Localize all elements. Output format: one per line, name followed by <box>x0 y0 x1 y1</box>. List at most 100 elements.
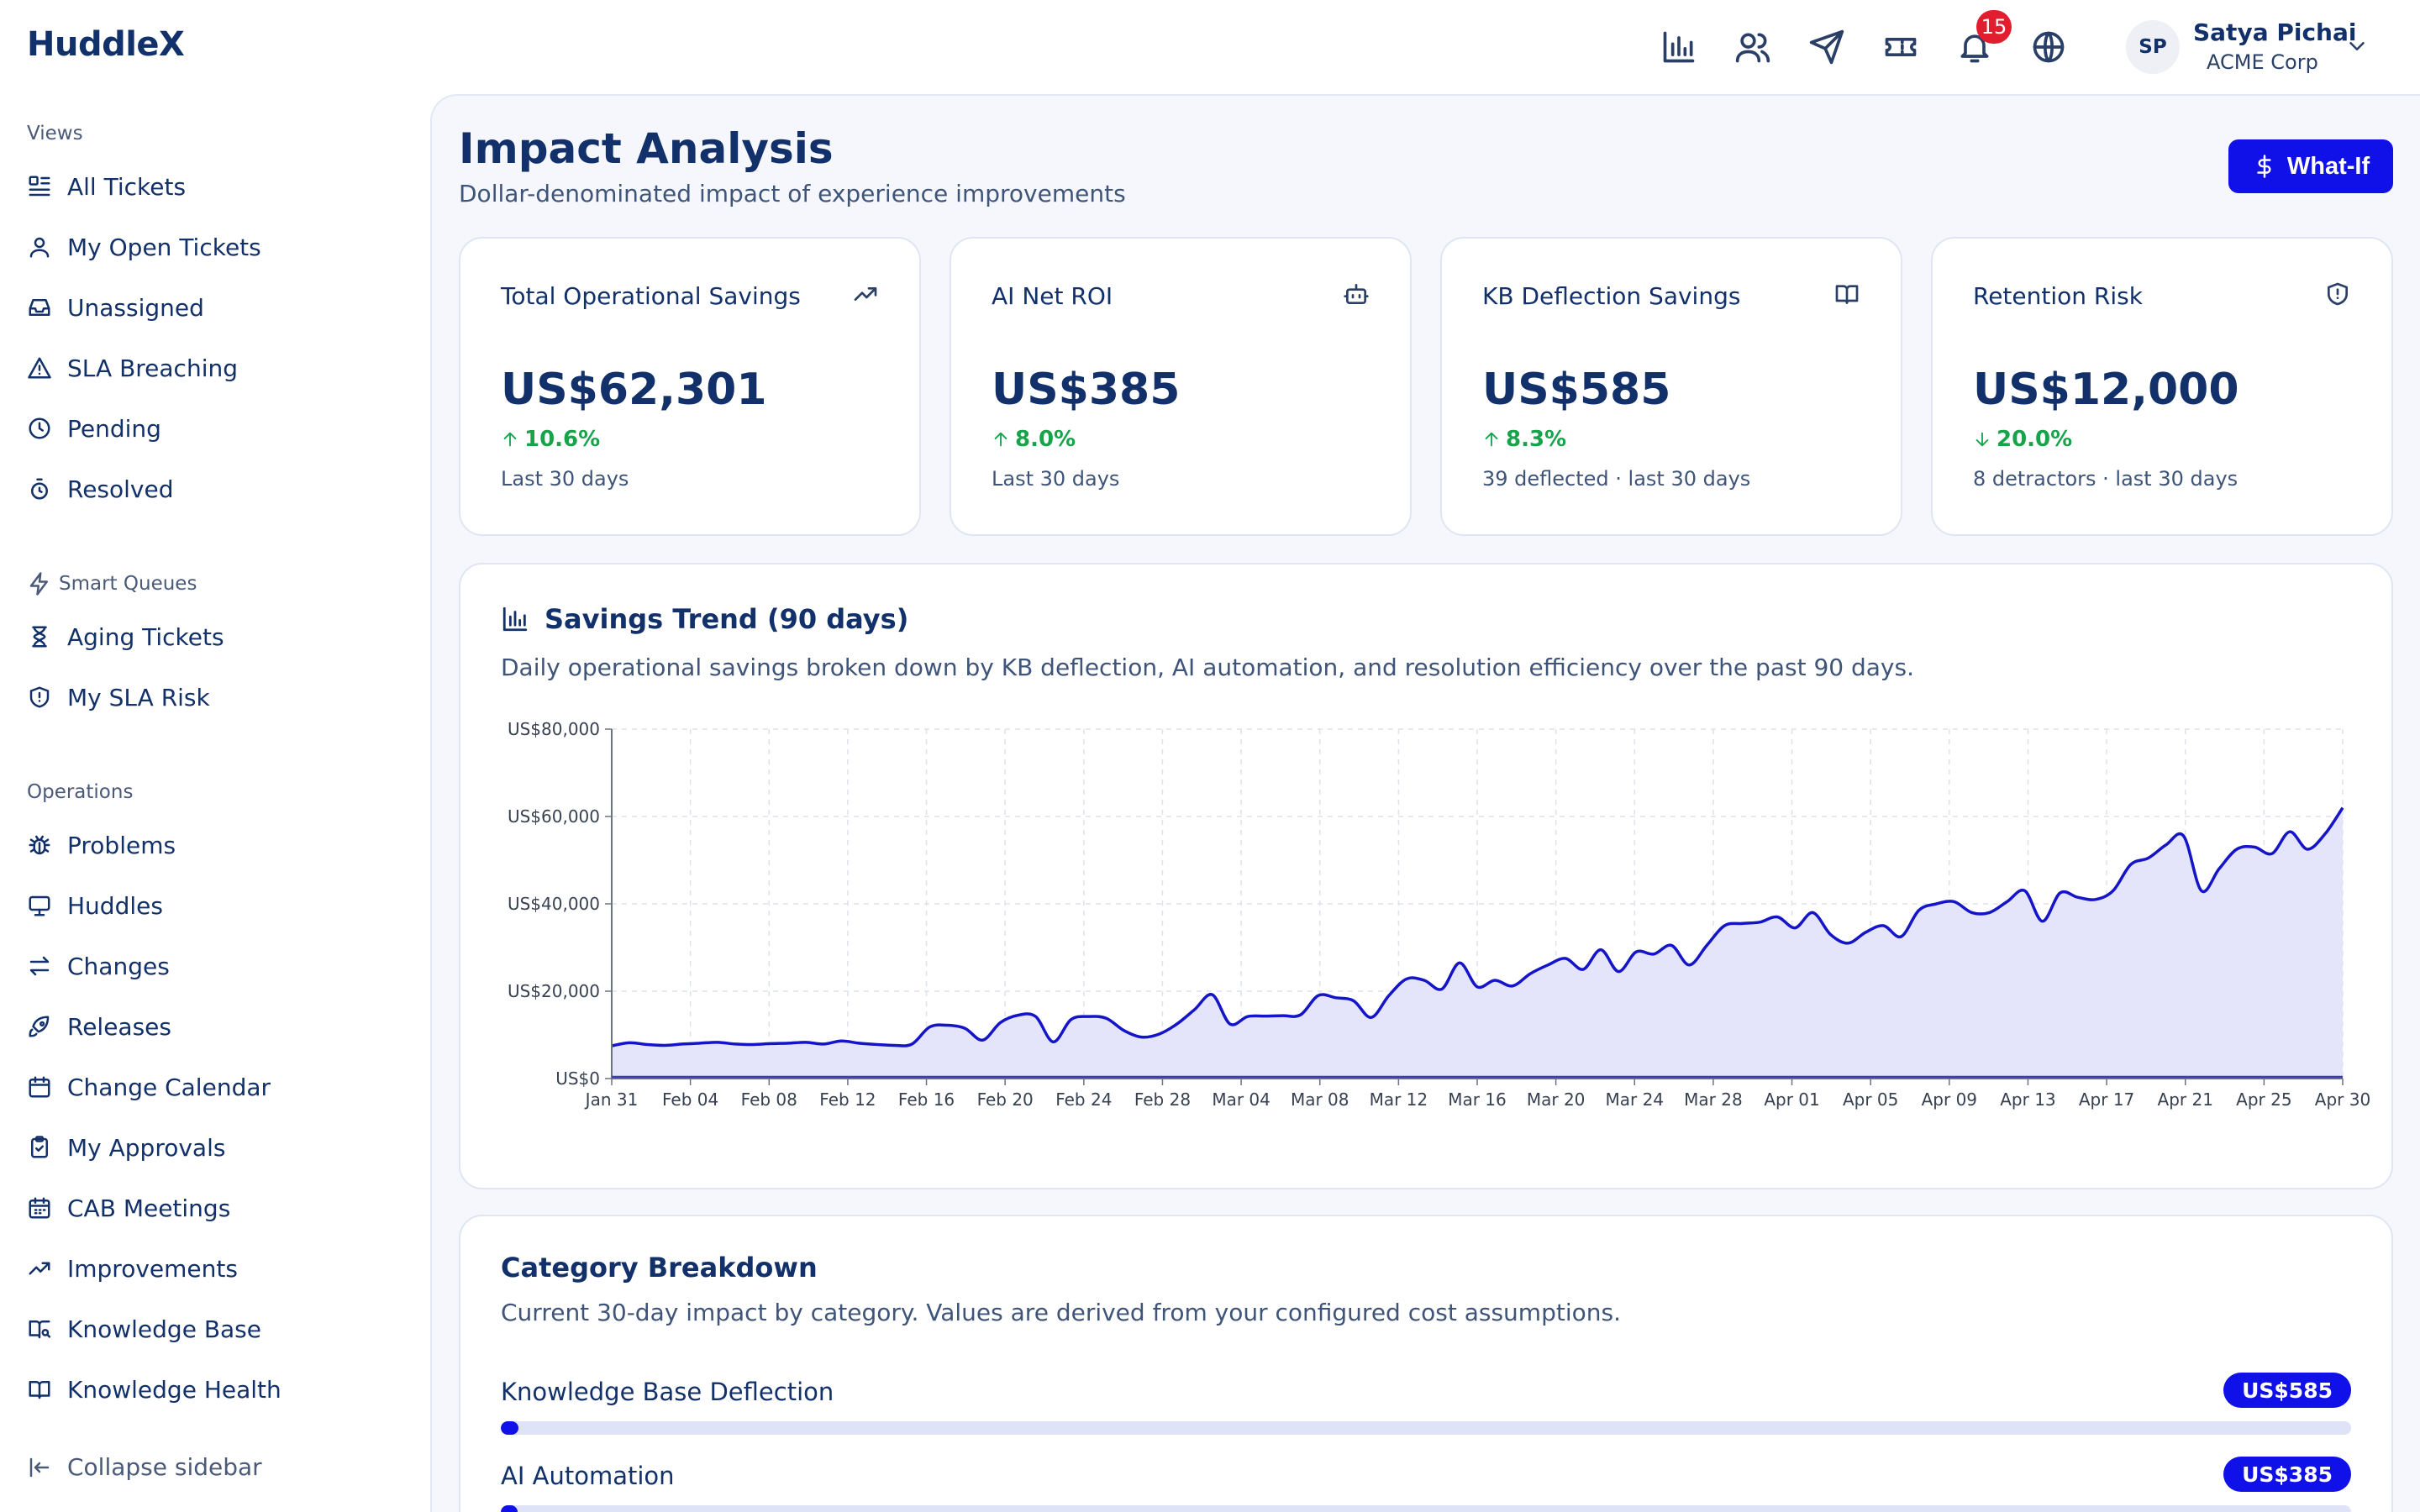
kpi-delta-value: 20.0% <box>1996 427 2073 452</box>
category-label: AI Automation <box>501 1462 675 1490</box>
dollar-icon <box>2257 155 2271 178</box>
x-tick-label: Apr 01 <box>1764 1089 1819 1110</box>
x-tick-label: Mar 20 <box>1527 1089 1586 1110</box>
user-org: ACME Corp <box>2207 50 2318 74</box>
sidebar-section-title: Operations <box>27 781 134 803</box>
sidebar-item-my-sla-risk[interactable]: My SLA Risk <box>27 667 224 727</box>
sidebar-section-smart-queues: Smart Queues Aging Tickets My SLA Risk <box>27 571 224 727</box>
chevron-down-icon[interactable] <box>2344 34 2370 59</box>
sidebar-item-my-approvals[interactable]: My Approvals <box>27 1117 281 1178</box>
user-name[interactable]: Satya Pichai <box>2193 18 2357 46</box>
arrow-up-icon <box>1485 432 1498 447</box>
collapse-arrow-icon <box>29 1457 50 1477</box>
sidebar-item-my-open-tickets[interactable]: My Open Tickets <box>27 217 261 277</box>
send-icon[interactable] <box>1808 29 1845 66</box>
bar-chart-icon <box>502 606 528 632</box>
sidebar-item-aging-tickets[interactable]: Aging Tickets <box>27 606 224 667</box>
ticket-icon[interactable] <box>1882 29 1919 66</box>
sidebar-item-all-tickets[interactable]: All Tickets <box>27 156 261 217</box>
sidebar-item-knowledge-base[interactable]: Knowledge Base <box>27 1299 281 1359</box>
kpi-card-total-savings: Total Operational Savings US$62,301 10.6… <box>459 237 921 536</box>
x-tick-label: Feb 08 <box>741 1089 797 1110</box>
what-if-button[interactable]: What-If <box>2228 139 2393 193</box>
sidebar-item-label: My SLA Risk <box>67 683 210 711</box>
sidebar-item-label: SLA Breaching <box>67 354 238 382</box>
x-tick-label: Apr 17 <box>2079 1089 2134 1110</box>
book-open-icon <box>1835 285 1859 304</box>
globe-icon[interactable] <box>2030 29 2067 66</box>
avatar[interactable]: SP <box>2126 20 2180 74</box>
kpi-note: 8 detractors · last 30 days <box>1973 467 2238 491</box>
sidebar-item-sla-breaching[interactable]: SLA Breaching <box>27 338 261 398</box>
kpi-delta: 8.3% <box>1482 427 1566 452</box>
chart-axes: US$0 US$20,000 US$40,000 US$60,000 US$80,000… <box>508 719 2370 1110</box>
category-progress-fill <box>501 1421 518 1435</box>
sidebar-item-unassigned[interactable]: Unassigned <box>27 277 261 338</box>
users-icon[interactable] <box>1734 29 1771 66</box>
sidebar-item-label: CAB Meetings <box>67 1194 231 1222</box>
sidebar-item-change-calendar[interactable]: Change Calendar <box>27 1057 281 1117</box>
sidebar-item-pending[interactable]: Pending <box>27 398 261 459</box>
x-tick-label: Mar 24 <box>1605 1089 1664 1110</box>
bell-icon[interactable] <box>1956 29 1993 66</box>
sidebar-item-problems[interactable]: Problems <box>27 815 281 875</box>
inbox-icon <box>29 299 50 316</box>
kpi-note: 39 deflected · last 30 days <box>1482 467 1751 491</box>
kpi-delta-value: 8.3% <box>1506 427 1567 452</box>
x-tick-label: Apr 21 <box>2158 1089 2213 1110</box>
arrow-up-icon <box>994 432 1007 447</box>
category-value-badge: US$385 <box>2223 1457 2351 1492</box>
trend-title: Savings Trend (90 days) <box>544 603 909 635</box>
sidebar-section-title-row: Smart Queues <box>27 571 224 596</box>
kpi-value: US$385 <box>992 365 1181 415</box>
clipboard-check-icon <box>31 1136 48 1158</box>
x-tick-label: Feb 20 <box>977 1089 1034 1110</box>
category-row: AI Automation US$385 <box>501 1457 2351 1512</box>
x-tick-label: Feb 12 <box>819 1089 876 1110</box>
bug-icon <box>29 835 50 855</box>
kpi-title: AI Net ROI <box>992 282 1113 310</box>
x-tick-label: Mar 28 <box>1684 1089 1743 1110</box>
category-value-badge: US$585 <box>2223 1373 2351 1408</box>
collapse-sidebar-button[interactable]: Collapse sidebar <box>27 1453 262 1481</box>
savings-trend-chart: US$0 US$20,000 US$40,000 US$60,000 US$80,000… <box>508 719 2370 1110</box>
kpi-value: US$12,000 <box>1973 365 2239 415</box>
y-tick-label: US$0 <box>555 1068 600 1089</box>
book-search-icon <box>29 1320 51 1339</box>
x-tick-label: Feb 28 <box>1134 1089 1191 1110</box>
sidebar-item-cab-meetings[interactable]: CAB Meetings <box>27 1178 281 1238</box>
category-description: Current 30-day impact by category. Value… <box>501 1299 1621 1326</box>
category-progress-fill <box>501 1505 518 1512</box>
sidebar-item-improvements[interactable]: Improvements <box>27 1238 281 1299</box>
sidebar-item-label: Problems <box>67 831 176 859</box>
sidebar-item-resolved[interactable]: Resolved <box>27 459 261 519</box>
sidebar-item-huddles[interactable]: Huddles <box>27 875 281 936</box>
sidebar-item-releases[interactable]: Releases <box>27 996 281 1057</box>
category-progress-track <box>501 1421 2351 1435</box>
zap-icon <box>29 572 48 596</box>
timer-icon <box>31 478 48 500</box>
bar-chart-icon[interactable] <box>1660 29 1697 66</box>
what-if-label: What-If <box>2286 152 2370 180</box>
kpi-title: Total Operational Savings <box>501 282 801 310</box>
top-bar <box>430 0 2420 94</box>
kpi-card-kb-deflection: KB Deflection Savings US$585 8.3% 39 def… <box>1440 237 1902 536</box>
sidebar: HuddleX Views All Tickets My Open Ticket… <box>0 0 430 1512</box>
sidebar-item-label: Change Calendar <box>67 1073 271 1101</box>
sidebar-item-changes[interactable]: Changes <box>27 936 281 996</box>
sidebar-item-label: Unassigned <box>67 293 204 322</box>
app-logo[interactable]: HuddleX <box>27 25 185 64</box>
trend-title-row: Savings Trend (90 days) <box>501 603 908 635</box>
trend-description: Daily operational savings broken down by… <box>501 654 1914 681</box>
savings-area <box>612 807 2343 1079</box>
sidebar-item-knowledge-health[interactable]: Knowledge Health <box>27 1359 281 1420</box>
x-tick-label: Mar 12 <box>1370 1089 1428 1110</box>
shield-alert-icon <box>29 686 50 708</box>
sidebar-item-label: Improvements <box>67 1254 238 1283</box>
sidebar-item-label: Pending <box>67 414 161 443</box>
kpi-value: US$62,301 <box>501 365 767 415</box>
sidebar-item-label: Knowledge Base <box>67 1315 261 1343</box>
book-open-icon <box>29 1381 50 1399</box>
x-tick-label: Apr 05 <box>1843 1089 1898 1110</box>
x-tick-label: Apr 30 <box>2315 1089 2370 1110</box>
